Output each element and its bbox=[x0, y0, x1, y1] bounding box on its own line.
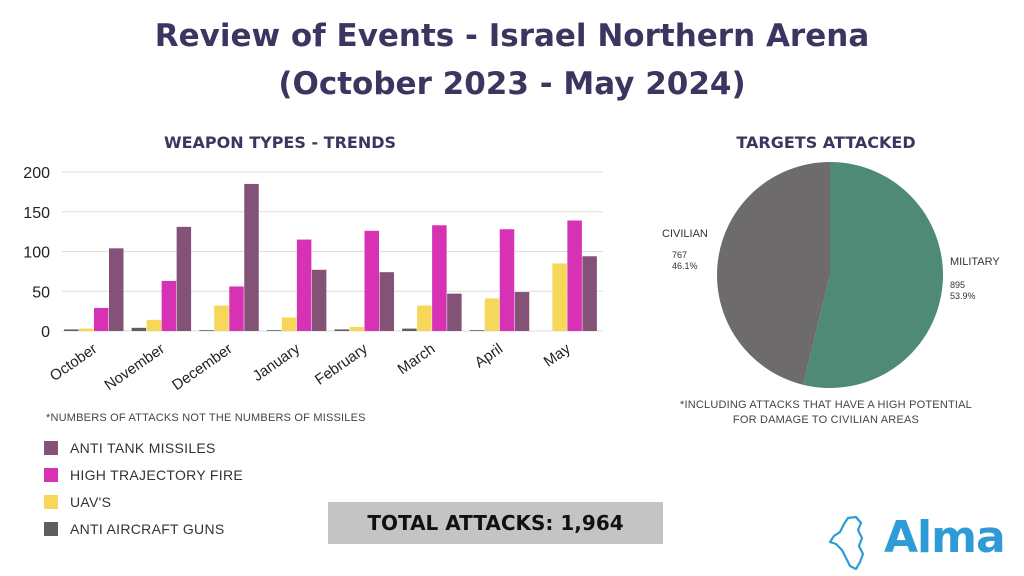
legend-swatch-uav bbox=[44, 494, 58, 509]
bar bbox=[296, 239, 312, 331]
page-title: Review of Events - Israel Northern Arena bbox=[154, 18, 870, 54]
legend-label-anti-aircraft: ANTI AIRCRAFT GUNS bbox=[70, 520, 225, 537]
bar bbox=[364, 230, 379, 331]
pie-slice-percent: 46.1% bbox=[672, 261, 698, 271]
bar bbox=[161, 280, 177, 331]
legend-item-uav: UAV'S bbox=[44, 488, 243, 515]
x-tick-label: October bbox=[47, 340, 100, 385]
bar bbox=[567, 220, 582, 331]
y-tick-label: 150 bbox=[23, 205, 50, 222]
legend-item-high-trajectory: HIGH TRAJECTORY FIRE bbox=[44, 461, 243, 488]
pie-slice-value: 767 bbox=[672, 250, 687, 260]
pie-slice bbox=[802, 162, 943, 388]
x-tick-label: January bbox=[250, 340, 304, 385]
bar bbox=[266, 330, 282, 331]
bar bbox=[379, 272, 394, 331]
bar bbox=[311, 269, 327, 331]
legend-swatch-anti-aircraft bbox=[44, 521, 58, 536]
bar bbox=[64, 329, 79, 331]
bar-chart-title: WEAPON TYPES - TRENDS bbox=[163, 133, 397, 152]
bar bbox=[244, 183, 259, 331]
alma-logo: Alma bbox=[826, 512, 1021, 572]
legend-label-anti-tank: ANTI TANK MISSILES bbox=[70, 439, 216, 456]
bar bbox=[281, 317, 297, 331]
bar-chart-footnote: *NUMBERS OF ATTACKS NOT THE NUMBERS OF M… bbox=[46, 412, 366, 424]
y-tick-label: 0 bbox=[41, 324, 50, 341]
bar bbox=[334, 329, 349, 331]
bar bbox=[176, 226, 192, 331]
legend-label-high-trajectory: HIGH TRAJECTORY FIRE bbox=[70, 466, 243, 483]
legend-swatch-anti-tank bbox=[44, 440, 58, 455]
legend-item-anti-tank: ANTI TANK MISSILES bbox=[44, 434, 243, 461]
legend-swatch-high-trajectory bbox=[44, 467, 58, 482]
pie-chart-footnote: *INCLUDING ATTACKS THAT HAVE A HIGH POTE… bbox=[666, 398, 986, 428]
x-tick-label: May bbox=[541, 340, 574, 370]
total-attacks-box: TOTAL ATTACKS: 1,964 bbox=[328, 502, 663, 544]
bar bbox=[447, 293, 462, 331]
pie-slice bbox=[717, 162, 830, 385]
pie-chart-footnote-line2: FOR DAMAGE TO CIVILIAN AREAS bbox=[732, 414, 920, 426]
pie-slice-percent: 53.9% bbox=[950, 291, 976, 301]
x-tick-label: April bbox=[472, 340, 506, 371]
alma-map-icon bbox=[828, 515, 865, 571]
page-subtitle: (October 2023 - May 2024) bbox=[278, 66, 746, 102]
bar bbox=[469, 330, 485, 331]
bar bbox=[199, 330, 214, 331]
bar bbox=[499, 229, 515, 331]
y-tick-label: 50 bbox=[32, 284, 50, 301]
x-tick-label: February bbox=[312, 340, 371, 389]
bar bbox=[146, 319, 162, 331]
y-tick-label: 100 bbox=[23, 245, 50, 262]
pie-slice-label: CIVILIAN bbox=[662, 228, 708, 240]
bar bbox=[417, 305, 432, 331]
total-attacks-label: TOTAL ATTACKS: 1,964 bbox=[367, 511, 624, 535]
legend-item-anti-aircraft: ANTI AIRCRAFT GUNS bbox=[44, 515, 243, 542]
x-tick-label: November bbox=[101, 340, 167, 394]
pie-chart-footnote-line1: *INCLUDING ATTACKS THAT HAVE A HIGH POTE… bbox=[679, 399, 972, 411]
bar bbox=[432, 225, 447, 331]
y-tick-label: 200 bbox=[23, 165, 50, 182]
bar bbox=[402, 328, 417, 331]
bar bbox=[484, 298, 500, 331]
alma-logo-text: Alma bbox=[884, 512, 1006, 563]
pie-chart-title: TARGETS ATTACKED bbox=[736, 133, 916, 152]
bar bbox=[79, 328, 94, 331]
pie-slice-value: 895 bbox=[950, 280, 965, 290]
bar bbox=[552, 263, 567, 331]
x-tick-label: December bbox=[169, 340, 235, 394]
x-tick-label: March bbox=[395, 340, 439, 378]
bar bbox=[582, 256, 597, 331]
bar bbox=[109, 248, 124, 331]
bar-chart: 0 50 100 150 200 October November December Janua… bbox=[23, 165, 603, 394]
bar bbox=[94, 307, 109, 331]
bar bbox=[214, 305, 229, 331]
pie-slice-label: MILITARY bbox=[950, 256, 1000, 268]
bar-chart-legend: ANTI TANK MISSILES HIGH TRAJECTORY FIRE … bbox=[44, 434, 243, 542]
bar bbox=[349, 327, 364, 331]
bar bbox=[514, 292, 530, 331]
bar bbox=[229, 286, 244, 331]
bar bbox=[131, 327, 147, 331]
legend-label-uav: UAV'S bbox=[70, 493, 112, 510]
